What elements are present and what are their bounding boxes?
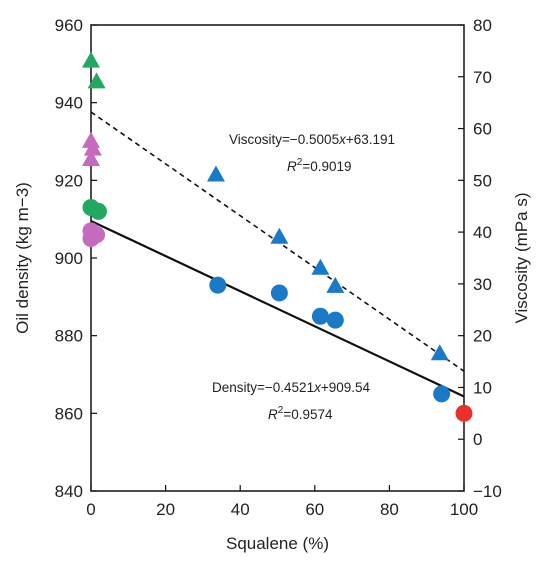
y-right-axis-title: Viscosity (mPa s) [512,193,531,324]
x-tick-label: 100 [450,500,478,519]
y-right-tick-label: 70 [473,68,492,87]
fit-lines [90,111,465,398]
viscosity-equation: Viscosity=−0.5005x+63.191 [229,132,395,147]
y-left-tick-label: 840 [55,482,83,501]
density-point [311,307,329,325]
y-right-tick-label: −10 [473,482,502,501]
density-point [82,230,100,248]
viscosity-point [83,139,102,156]
x-tick-label: 20 [156,500,175,519]
viscosity-r-squared: R2=0.9019 [287,157,352,174]
x-axis-title: Squalene (%) [226,534,329,553]
density-r-exponent: 2 [278,405,284,416]
y-left-tick-label: 940 [55,94,83,113]
viscosity-point [82,51,100,68]
axis-ticks: 0 20 40 60 80 100 840 860 880 900 920 940 960 −10 0 10 2… [55,16,502,519]
density-equation-variable: x [313,380,322,395]
density-r-squared: R2=0.9574 [268,405,333,422]
viscosity-r2-value: =0.9019 [302,159,351,174]
viscosity-point [326,276,345,293]
y-right-tick-label: 50 [473,171,492,190]
density-point [433,385,451,403]
viscosity-point [206,165,225,182]
data-points [82,51,473,422]
viscosity-equation-variable: x [338,132,347,147]
density-equation-prefix: Density=−0.4521 [212,380,314,395]
viscosity-r-symbol: R [287,159,297,174]
density-point [270,284,288,302]
viscosity-equation-suffix: +63.191 [346,132,395,147]
y-left-axis-title: Oil density (kg m−3) [13,182,32,334]
y-right-tick-label: 40 [473,223,492,242]
viscosity-point [82,150,100,167]
y-left-tick-label: 880 [55,327,83,346]
viscosity-point [311,258,330,275]
viscosity-point [430,344,449,361]
x-tick-label: 60 [305,500,324,519]
density-fit-line [90,219,465,398]
x-tick-label: 80 [380,500,399,519]
y-left-tick-label: 920 [55,171,83,190]
y-left-tick-label: 860 [55,404,83,423]
density-point [455,404,473,422]
viscosity-r-exponent: 2 [297,157,303,168]
y-right-tick-label: 80 [473,16,492,35]
density-equation: Density=−0.4521x+909.54 [212,380,370,395]
viscosity-point [87,72,106,89]
x-tick-label: 40 [231,500,250,519]
y-left-tick-label: 960 [55,16,83,35]
viscosity-point [82,131,100,148]
y-right-tick-label: 0 [473,430,482,449]
y-left-tick-label: 900 [55,249,83,268]
viscosity-equation-prefix: Viscosity=−0.5005 [229,132,339,147]
y-right-tick-label: 30 [473,275,492,294]
density-equation-suffix: +909.54 [321,380,371,395]
y-right-tick-label: 10 [473,378,492,397]
x-tick-label: 0 [86,500,95,519]
y-right-tick-label: 60 [473,120,492,139]
density-point [326,311,344,329]
density-r-symbol: R [268,407,278,422]
viscosity-point [270,227,289,244]
density-point [89,202,107,220]
y-right-tick-label: 20 [473,327,492,346]
density-point [209,276,227,294]
density-r2-value: =0.9574 [283,407,333,422]
